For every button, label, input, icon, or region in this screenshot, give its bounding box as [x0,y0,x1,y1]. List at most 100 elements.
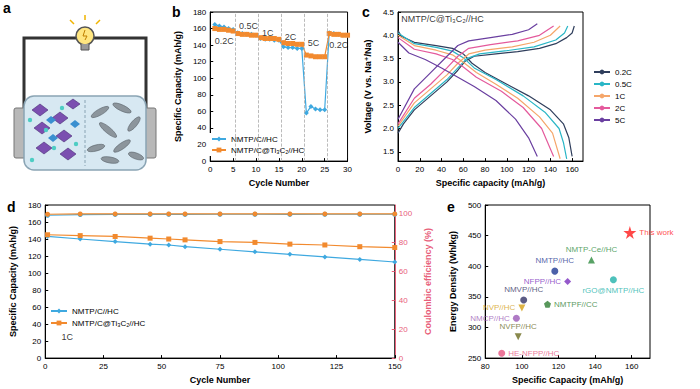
svg-text:Specific Capacity (mAh/g): Specific Capacity (mAh/g) [173,31,183,142]
svg-text:80: 80 [481,362,490,371]
svg-text:b: b [172,4,181,20]
svg-text:60: 60 [197,107,206,116]
svg-text:80: 80 [197,90,206,99]
svg-text:140: 140 [28,235,42,244]
svg-text:25: 25 [99,362,108,371]
svg-text:0: 0 [37,354,42,363]
svg-text:Specific Capacity (mAh/g): Specific Capacity (mAh/g) [8,226,18,337]
svg-text:150: 150 [388,362,402,371]
svg-text:20: 20 [197,140,206,149]
svg-text:140: 140 [544,165,558,174]
svg-text:80: 80 [481,165,490,174]
svg-text:1C: 1C [62,332,74,342]
svg-text:2C: 2C [285,32,297,42]
svg-text:140: 140 [588,362,602,371]
svg-text:20: 20 [399,325,408,334]
svg-text:3.0: 3.0 [383,77,395,86]
svg-text:NMTP/C@Ti₃C₂//HC: NMTP/C@Ti₃C₂//HC [72,319,146,328]
svg-text:5C: 5C [308,38,320,48]
svg-text:20: 20 [297,165,306,174]
svg-text:NMTPF//CC: NMTPF//CC [554,300,598,309]
svg-text:120: 120 [552,362,566,371]
svg-text:Energy Density (Wh/kg): Energy Density (Wh/kg) [448,231,458,332]
svg-text:125: 125 [330,362,344,371]
svg-text:80: 80 [399,238,408,247]
svg-text:e: e [447,199,455,215]
svg-text:NMTP//HC: NMTP//HC [535,256,574,265]
svg-text:3.5: 3.5 [383,54,395,63]
svg-text:15: 15 [274,165,283,174]
svg-text:75: 75 [216,362,225,371]
svg-text:350: 350 [468,292,482,301]
svg-text:0.2C: 0.2C [329,40,349,50]
svg-text:30: 30 [343,165,352,174]
svg-text:This work: This work [639,228,674,237]
svg-text:400: 400 [468,262,482,271]
svg-text:NVFP//HC: NVFP//HC [500,322,538,331]
svg-text:60: 60 [399,267,408,276]
svg-text:160: 160 [193,24,207,33]
svg-text:4.5: 4.5 [383,8,395,17]
svg-text:0.2C: 0.2C [215,36,235,46]
svg-text:Specific capacity (mAh/g): Specific capacity (mAh/g) [436,178,546,188]
svg-text:120: 120 [193,57,207,66]
svg-text:10: 10 [252,165,261,174]
svg-text:Specific Capacity (mAh/g): Specific Capacity (mAh/g) [512,375,623,385]
svg-text:0: 0 [208,165,213,174]
svg-text:120: 120 [28,252,42,261]
svg-text:100: 100 [515,362,529,371]
svg-text:120: 120 [522,165,536,174]
svg-text:80: 80 [32,286,41,295]
svg-text:20: 20 [415,165,424,174]
svg-text:Voltage (V vs. Na⁺/Na): Voltage (V vs. Na⁺/Na) [363,39,373,133]
svg-text:Cycle Number: Cycle Number [190,375,251,385]
svg-text:100: 100 [399,209,413,218]
svg-text:60: 60 [459,165,468,174]
svg-text:4.0: 4.0 [383,31,395,40]
svg-text:5C: 5C [615,116,625,125]
svg-text:NMTP/C@Ti₃C₂//HC: NMTP/C@Ti₃C₂//HC [231,146,305,155]
svg-text:40: 40 [32,320,41,329]
svg-text:NMTP-Ce//HC: NMTP-Ce//HC [566,245,618,254]
svg-text:0.5C: 0.5C [615,80,632,89]
svg-text:Cycle Number: Cycle Number [249,178,310,188]
svg-text:25: 25 [320,165,329,174]
svg-text:250: 250 [468,354,482,363]
svg-text:140: 140 [193,41,207,50]
svg-text:160: 160 [28,218,42,227]
svg-text:NMTP/C//HC: NMTP/C//HC [231,135,278,144]
svg-text:180: 180 [193,8,207,17]
svg-text:d: d [7,199,16,215]
svg-text:0.2C: 0.2C [615,68,632,77]
svg-text:1.5: 1.5 [383,147,395,156]
svg-text:NVP//HC: NVP//HC [483,303,516,312]
svg-text:100: 100 [28,269,42,278]
svg-text:100: 100 [193,74,207,83]
svg-text:160: 160 [565,165,579,174]
svg-text:0: 0 [202,157,207,166]
svg-text:40: 40 [437,165,446,174]
svg-text:160: 160 [625,362,639,371]
svg-text:NMTP/C//HC: NMTP/C//HC [72,307,119,316]
svg-text:0.5C: 0.5C [239,21,259,31]
svg-text:50: 50 [157,362,166,371]
svg-text:500: 500 [468,201,482,210]
svg-text:1C: 1C [262,28,274,38]
svg-text:2C: 2C [615,104,625,113]
svg-text:NMVP//HC: NMVP//HC [504,285,543,294]
svg-text:180: 180 [28,201,42,210]
svg-text:2.0: 2.0 [383,124,395,133]
svg-text:c: c [362,4,370,20]
svg-text:40: 40 [399,296,408,305]
svg-text:100: 100 [500,165,514,174]
svg-text:Coulombic efficiency (%): Coulombic efficiency (%) [423,228,433,335]
svg-text:20: 20 [32,337,41,346]
svg-text:0: 0 [396,165,401,174]
svg-text:HE-NFPP//HC: HE-NFPP//HC [508,349,559,358]
svg-text:450: 450 [468,231,482,240]
svg-text:rGO@NMTP//HC: rGO@NMTP//HC [582,286,644,295]
svg-text:1C: 1C [615,92,625,101]
svg-text:NMTP/C@Ti₃C₂//HC: NMTP/C@Ti₃C₂//HC [401,14,484,24]
svg-text:2.5: 2.5 [383,101,395,110]
svg-text:300: 300 [468,323,482,332]
